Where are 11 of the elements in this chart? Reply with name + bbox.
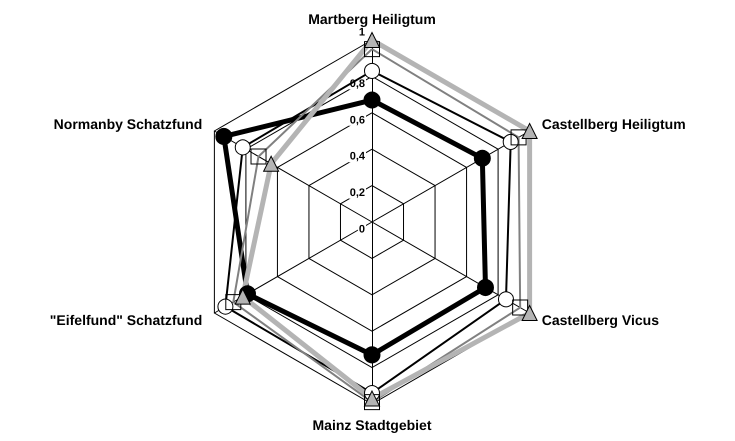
spoke-label: Normanby Schatzfund [54, 116, 202, 132]
spoke-label: Martberg Heiligtum [308, 11, 436, 27]
y-tick-label: 0,4 [350, 150, 366, 163]
y-tick-label: 0,2 [350, 187, 365, 200]
y-tick-label: 0 [358, 224, 365, 236]
y-tick-label: 1 [358, 26, 365, 38]
spoke-label: Castellberg Vicus [542, 312, 660, 328]
spoke-label: Castellberg Heiligtum [542, 116, 686, 132]
spoke-label: Mainz Stadtgebiet [312, 417, 432, 433]
y-tick-label: 0,6 [350, 114, 365, 126]
spoke-label: "Eifelfund" Schatzfund [50, 312, 202, 328]
